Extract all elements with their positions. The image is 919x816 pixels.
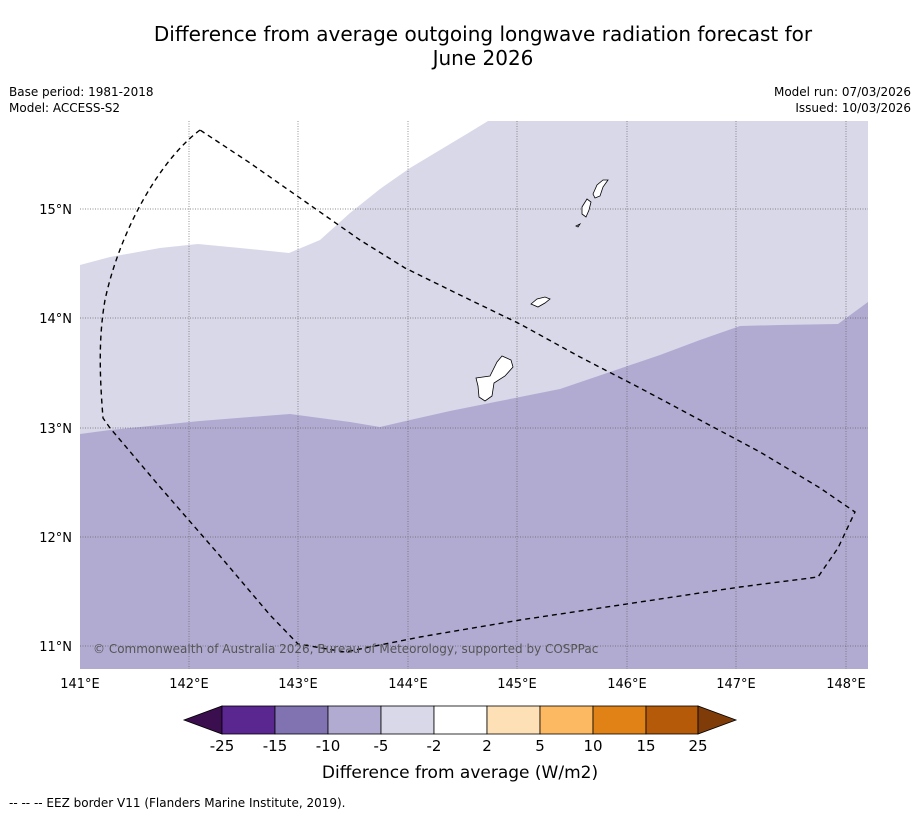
lon-tick-labels: 141°E 142°E 143°E 144°E 145°E 146°E 147°… <box>60 677 866 692</box>
islands <box>475 179 609 402</box>
colorbar-swatch <box>486 705 541 735</box>
colorbar-over-arrow <box>697 705 738 735</box>
colorbar-tick-label: 2 <box>482 737 492 755</box>
meta-left: Base period: 1981-2018 Model: ACCESS-S2 <box>9 84 154 116</box>
colorbar-swatch <box>380 705 435 735</box>
colorbar-swatch <box>592 705 647 735</box>
issued-text: Issued: 10/03/2026 <box>795 101 911 115</box>
chart-title: Difference from average outgoing longwav… <box>0 22 919 70</box>
island-saipan <box>592 179 609 199</box>
colorbar-swatch <box>274 705 329 735</box>
region-minus-10-to-minus-5 <box>80 302 868 669</box>
island-rota <box>530 296 551 308</box>
colorbar-tick-label: -15 <box>263 737 288 755</box>
meta-right: Model run: 07/03/2026 Issued: 10/03/2026 <box>774 84 911 116</box>
colorbar-tick-label: 5 <box>535 737 545 755</box>
colorbar-swatch <box>645 705 699 735</box>
map-panel: © Commonwealth of Australia 2026, Bureau… <box>80 121 868 669</box>
lat-label: 11°N <box>39 640 72 655</box>
chart-title-line1: Difference from average outgoing longwav… <box>153 22 813 46</box>
copyright-text: © Commonwealth of Australia 2026, Bureau… <box>93 642 598 656</box>
footer-note: -- -- -- EEZ border V11 (Flanders Marine… <box>9 796 346 810</box>
colorbar-tick-label: 25 <box>688 737 707 755</box>
island-aguijan <box>575 222 582 228</box>
lon-label: 148°E <box>826 677 866 692</box>
colorbar-label: Difference from average (W/m2) <box>322 763 598 783</box>
colorbar-tick-label: -25 <box>210 737 235 755</box>
colorbar-tick-label: -5 <box>374 737 389 755</box>
colorbar-under-arrow <box>182 705 223 735</box>
lon-label: 141°E <box>60 677 100 692</box>
lon-label: 142°E <box>169 677 209 692</box>
lat-label: 12°N <box>39 531 72 546</box>
island-guam <box>475 355 514 402</box>
colorbar-tick-label: 10 <box>583 737 602 755</box>
lat-tick-labels: 11°N 12°N 13°N 14°N 15°N <box>39 203 72 655</box>
colorbar-tick-label: -2 <box>427 737 442 755</box>
lat-label: 15°N <box>39 203 72 218</box>
colorbar <box>182 705 738 735</box>
colorbar-tick-label: -10 <box>316 737 341 755</box>
lat-label: 13°N <box>39 422 72 437</box>
colorbar-tick-label: 15 <box>636 737 655 755</box>
model-text: Model: ACCESS-S2 <box>9 101 121 115</box>
chart-title-line2: June 2026 <box>432 46 534 70</box>
lon-label: 145°E <box>497 677 537 692</box>
lon-label: 144°E <box>388 677 428 692</box>
island-tinian <box>581 198 592 218</box>
lon-label: 147°E <box>716 677 756 692</box>
lat-label: 14°N <box>39 312 72 327</box>
colorbar-swatch <box>221 705 276 735</box>
colorbar-swatch <box>539 705 594 735</box>
eez-border <box>99 129 856 653</box>
colorbar-swatch <box>327 705 382 735</box>
lon-label: 146°E <box>607 677 647 692</box>
lon-label: 143°E <box>278 677 318 692</box>
colorbar-ticks: -25 -15 -10 -5 -2 2 5 10 15 25 <box>210 737 708 755</box>
model-run-text: Model run: 07/03/2026 <box>773 85 911 99</box>
base-period-text: Base period: 1981-2018 <box>9 85 154 99</box>
colorbar-swatch <box>433 705 488 735</box>
